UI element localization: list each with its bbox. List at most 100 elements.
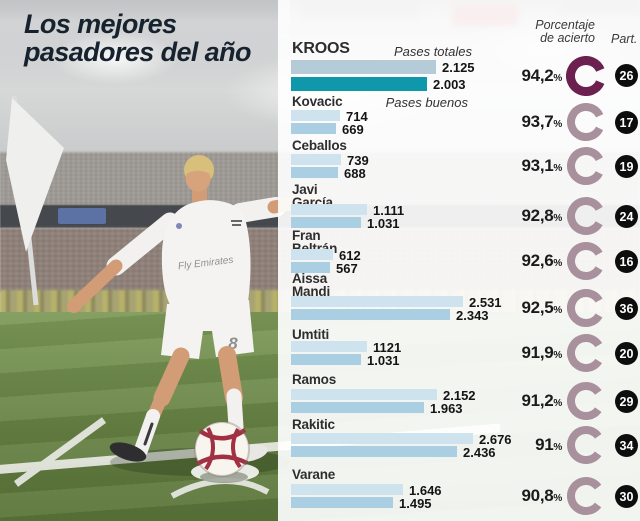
participation-badge: 19 — [615, 155, 638, 178]
total-passes-value: 1.646 — [409, 482, 442, 498]
participation-badge: 30 — [615, 485, 638, 508]
good-passes-value: 2.003 — [433, 77, 466, 92]
good-passes-value: 567 — [336, 260, 358, 276]
percent-sign: % — [553, 163, 562, 174]
percent-sign: % — [553, 350, 562, 361]
good-passes-value: 669 — [342, 121, 364, 137]
participation-column-header: Part. — [611, 32, 638, 46]
good-passes-bar — [291, 497, 393, 508]
ball-icon — [194, 421, 250, 477]
total-passes-value: 2.152 — [443, 387, 476, 403]
total-passes-bar — [291, 154, 341, 165]
total-passes-value: 1121 — [373, 339, 402, 355]
accuracy-donut — [567, 103, 605, 141]
accuracy-number: 92,5 — [521, 298, 554, 317]
player-name: Umtiti — [292, 327, 330, 342]
player-name: Ramos — [292, 372, 337, 387]
accuracy-number: 94,2 — [521, 65, 554, 85]
player-name: Varane — [292, 467, 336, 482]
accuracy-number: 92,6 — [521, 251, 554, 270]
player-shorts — [161, 300, 254, 359]
player-name: KROOS — [292, 40, 350, 57]
good-passes-value: 1.031 — [367, 352, 400, 368]
total-passes-bar — [291, 60, 436, 74]
total-passes-value: 1.111 — [373, 202, 405, 218]
accuracy-value: 91,9% — [484, 342, 563, 367]
accuracy-number: 93,7 — [521, 112, 554, 131]
total-passes-value: 2.676 — [479, 431, 512, 447]
good-passes-value: 688 — [344, 165, 366, 181]
accuracy-value: 91,2% — [484, 390, 563, 415]
total-passes-bar — [291, 433, 473, 444]
page-title: Los mejores pasadores del año — [24, 10, 251, 66]
participation-badge: 20 — [615, 342, 638, 365]
percent-sign: % — [553, 119, 562, 130]
percent-sign: % — [553, 72, 562, 84]
good-passes-bar — [291, 309, 450, 320]
accuracy-donut — [567, 382, 605, 420]
good-passes-bar — [291, 217, 361, 228]
accuracy-number: 92,8 — [521, 206, 554, 225]
participation-badge: 26 — [615, 64, 638, 87]
accuracy-donut — [567, 334, 605, 372]
player-jersey — [161, 200, 251, 306]
good-passes-value: 1.495 — [399, 495, 432, 511]
total-passes-value: 2.125 — [442, 60, 475, 75]
good-passes-value: 1.963 — [430, 400, 463, 416]
accuracy-value: 93,7% — [484, 111, 563, 136]
total-passes-bar — [291, 249, 333, 260]
title-line-2: pasadores del año — [24, 37, 251, 67]
accuracy-number: 91,9 — [521, 343, 554, 362]
accuracy-number: 91,2 — [521, 391, 554, 410]
accuracy-donut — [567, 242, 605, 280]
good-passes-bar — [291, 77, 427, 91]
stadium-screen — [58, 208, 106, 224]
participation-badge: 24 — [615, 205, 638, 228]
left-boot — [109, 442, 147, 462]
good-passes-bar — [291, 262, 330, 273]
player-name: Kovacic — [292, 94, 343, 109]
good-passes-bar — [291, 446, 457, 457]
total-passes-bar — [291, 389, 437, 400]
percent-sign: % — [553, 398, 562, 409]
accuracy-number: 93,1 — [521, 156, 554, 175]
good-passes-value: 2.343 — [456, 307, 489, 323]
player-face — [185, 166, 211, 192]
legend-total-passes: Pases totales — [393, 44, 472, 59]
accuracy-value: 93,1% — [484, 155, 563, 180]
accuracy-donut — [567, 477, 605, 515]
percent-sign: % — [553, 493, 562, 504]
title-wash — [0, 0, 290, 95]
player-name: Ceballos — [292, 138, 347, 153]
total-passes-value: 2.531 — [469, 294, 502, 310]
accuracy-value: 91% — [484, 434, 562, 459]
player-name: Aissa Mandi — [292, 271, 330, 299]
title-line-1: Los mejores — [24, 9, 177, 39]
accuracy-value: 92,6% — [484, 250, 563, 275]
accuracy-donut — [566, 55, 606, 96]
legend-good-passes: Pases buenos — [385, 95, 468, 110]
accuracy-value: 92,5% — [484, 297, 563, 322]
accuracy-donut — [567, 147, 605, 185]
shorts-number: 8 — [228, 334, 238, 353]
participation-badge: 34 — [615, 434, 638, 457]
percent-sign: % — [553, 305, 562, 316]
good-passes-bar — [291, 354, 361, 365]
accuracy-donut — [567, 426, 605, 464]
total-passes-bar — [291, 296, 463, 307]
good-passes-bar — [291, 167, 338, 178]
percent-sign: % — [553, 258, 562, 269]
percent-sign: % — [553, 213, 562, 224]
accuracy-value: 92,8% — [484, 205, 563, 230]
accuracy-donut — [567, 289, 605, 327]
participation-badge: 17 — [615, 111, 638, 134]
total-passes-value: 739 — [347, 152, 369, 168]
club-crest — [176, 223, 182, 229]
total-passes-value: 714 — [346, 108, 368, 124]
total-passes-bar — [291, 110, 340, 121]
accuracy-value: 90,8% — [484, 485, 563, 510]
accuracy-number: 91 — [535, 435, 554, 454]
